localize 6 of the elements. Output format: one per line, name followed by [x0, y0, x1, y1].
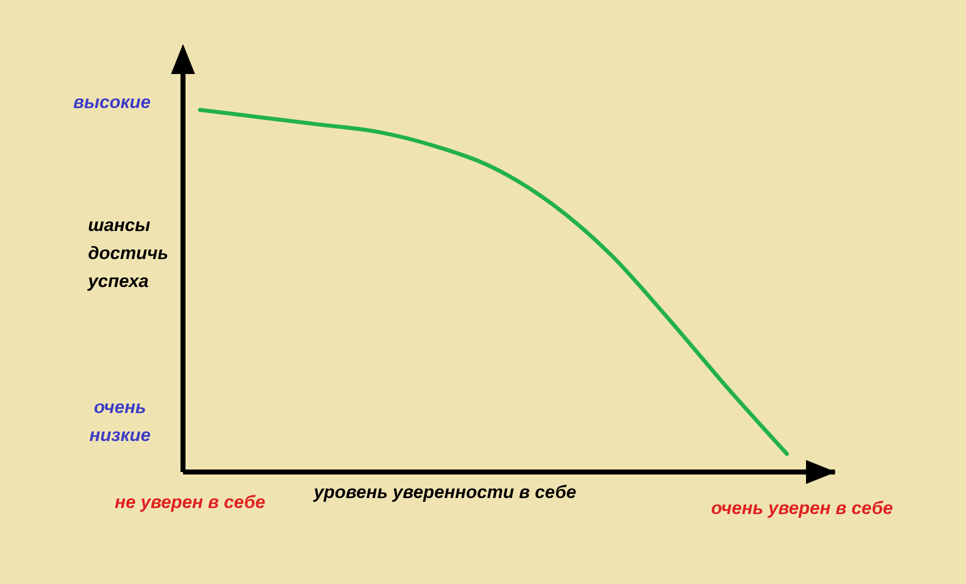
- text: высокие: [72, 91, 152, 114]
- text: очень низкие: [88, 396, 152, 447]
- x-axis-title: уровень уверенности в себе: [312, 482, 578, 503]
- text: не уверен в себе: [114, 491, 266, 514]
- y-axis-title: шансы достичь успеха: [88, 214, 168, 293]
- text: очень уверен в себе: [710, 497, 894, 520]
